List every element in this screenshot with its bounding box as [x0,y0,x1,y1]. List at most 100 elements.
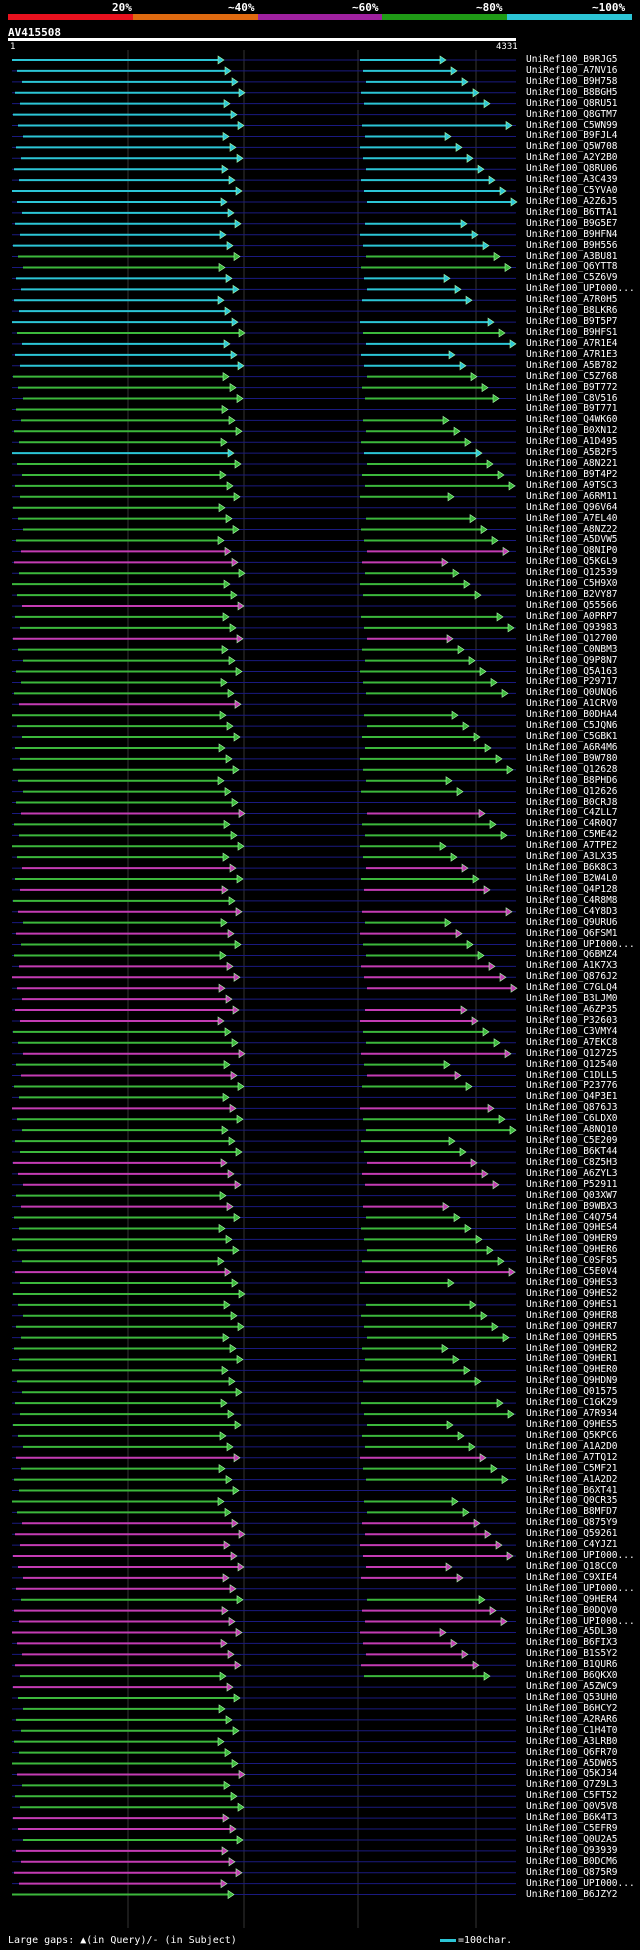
hit-label[interactable]: UniRef100_A3BU81 [526,250,618,262]
hit-label[interactable]: UniRef100_A8NZ22 [526,523,618,535]
hit-label[interactable]: UniRef100_A7NV16 [526,64,618,76]
hit-label[interactable]: UniRef100_Q5KJ34 [526,1768,618,1780]
hit-label[interactable]: UniRef100_Q4P128 [526,883,618,895]
hit-label[interactable]: UniRef100_C8V516 [526,392,618,404]
hit-label[interactable]: UniRef100_Q0U2A5 [526,1833,618,1845]
hit-label[interactable]: UniRef100_B9T5P7 [526,316,618,328]
hit-label[interactable]: UniRef100_A7EL40 [526,512,618,524]
hit-label[interactable]: UniRef100_C4ZLL7 [526,807,618,819]
hit-label[interactable]: UniRef100_A1A2D2 [526,1473,618,1485]
hit-label[interactable]: UniRef100_C4Q754 [526,1211,618,1223]
hit-label[interactable]: UniRef100_Q876J2 [526,971,618,983]
hit-label[interactable]: UniRef100_UPI000... [526,938,635,950]
hit-label[interactable]: UniRef100_C4YJZ1 [526,1539,618,1551]
hit-label[interactable]: UniRef100_Q9HER7 [526,1320,618,1332]
hit-label[interactable]: UniRef100_Q12539 [526,567,618,579]
hit-label[interactable]: UniRef100_Q0CR35 [526,1495,618,1507]
hit-label[interactable]: UniRef100_A1A2D0 [526,1440,618,1452]
hit-label[interactable]: UniRef100_C5WN99 [526,119,618,131]
hit-label[interactable]: UniRef100_B9T4P2 [526,468,618,480]
hit-label[interactable]: UniRef100_Q9HES5 [526,1419,618,1430]
hit-label[interactable]: UniRef100_Q9P8N7 [526,654,618,666]
hit-label[interactable]: UniRef100_C5FT52 [526,1790,618,1802]
hit-label[interactable]: UniRef100_Q9HER4 [526,1593,618,1605]
hit-label[interactable]: UniRef100_Q0V5V8 [526,1801,618,1813]
hit-label[interactable]: UniRef100_A6R4M6 [526,741,618,753]
hit-label[interactable]: UniRef100_B9WBX3 [526,1200,618,1212]
hit-label[interactable]: UniRef100_C1DLL5 [526,1069,618,1081]
hit-label[interactable]: UniRef100_C6LDX0 [526,1113,618,1125]
hit-label[interactable]: UniRef100_Q9HDN9 [526,1375,618,1387]
hit-label[interactable]: UniRef100_A7R0H5 [526,294,618,306]
hit-label[interactable]: UniRef100_Q6YTT8 [526,261,618,273]
hit-label[interactable]: UniRef100_B2VY87 [526,589,618,601]
hit-label[interactable]: UniRef100_B9G5E7 [526,217,618,229]
hit-label[interactable]: UniRef100_C8Z5H3 [526,1156,618,1168]
hit-label[interactable]: UniRef100_C9XIE4 [526,1571,618,1583]
hit-label[interactable]: UniRef100_A2RAR6 [526,1713,618,1725]
hit-label[interactable]: UniRef100_A5B782 [526,359,618,371]
hit-label[interactable]: UniRef100_C5H9X0 [526,578,618,590]
hit-label[interactable]: UniRef100_B0DQV0 [526,1604,618,1616]
hit-label[interactable]: UniRef100_Q9URU6 [526,916,618,928]
hit-label[interactable]: UniRef100_C4R8M8 [526,894,618,906]
hit-label[interactable]: UniRef100_A5DL30 [526,1626,618,1638]
hit-label[interactable]: UniRef100_B6K8C3 [526,862,618,874]
hit-label[interactable]: UniRef100_Q9HES4 [526,1222,618,1234]
hit-label[interactable]: UniRef100_Q6BMZ4 [526,949,618,961]
hit-label[interactable]: UniRef100_B9W780 [526,752,618,764]
hit-label[interactable]: UniRef100_Q875R9 [526,1866,618,1878]
hit-label[interactable]: UniRef100_A6RM11 [526,490,618,502]
hit-label[interactable]: UniRef100_P29717 [526,676,618,688]
hit-label[interactable]: UniRef100_Q53UH0 [526,1692,618,1703]
hit-label[interactable]: UniRef100_C4R0Q7 [526,818,618,830]
hit-label[interactable]: UniRef100_B0XN12 [526,425,618,437]
hit-label[interactable]: UniRef100_Q59261 [526,1528,618,1540]
hit-label[interactable]: UniRef100_B0DCM6 [526,1855,618,1867]
hit-label[interactable]: UniRef100_B9T771 [526,403,618,415]
hit-label[interactable]: UniRef100_C3VMY4 [526,1025,618,1037]
hit-label[interactable]: UniRef100_UPI000... [526,283,635,295]
hit-label[interactable]: UniRef100_B0DHA4 [526,709,618,721]
hit-label[interactable]: UniRef100_C5YVA0 [526,185,618,197]
hit-label[interactable]: UniRef100_C5ME42 [526,829,618,841]
hit-label[interactable]: UniRef100_B3LJM0 [526,993,618,1005]
hit-label[interactable]: UniRef100_Q12626 [526,785,618,797]
hit-label[interactable]: UniRef100_B9RJG5 [526,54,618,65]
hit-label[interactable]: UniRef100_Q875Y9 [526,1517,618,1529]
hit-label[interactable]: UniRef100_C5EFR9 [526,1823,618,1835]
hit-label[interactable]: UniRef100_B6KT44 [526,1146,618,1157]
hit-label[interactable]: UniRef100_Q5KPC6 [526,1429,618,1441]
hit-label[interactable]: UniRef100_C5E0V4 [526,1266,618,1278]
hit-label[interactable]: UniRef100_A7R934 [526,1408,618,1420]
hit-label[interactable]: UniRef100_A2Z6J5 [526,195,618,207]
hit-label[interactable]: UniRef100_C5E209 [526,1135,618,1147]
hit-label[interactable]: UniRef100_A8N221 [526,458,618,470]
hit-label[interactable]: UniRef100_Q9HER1 [526,1353,618,1365]
hit-label[interactable]: UniRef100_A7TPE2 [526,840,618,852]
hit-label[interactable]: UniRef100_B1S5Y2 [526,1648,618,1660]
hit-label[interactable]: UniRef100_Q9HER8 [526,1309,618,1321]
hit-label[interactable]: UniRef100_A6ZYL3 [526,1167,618,1179]
hit-label[interactable]: UniRef100_C4Y8D3 [526,905,618,917]
hit-label[interactable]: UniRef100_C5MF21 [526,1462,618,1474]
hit-label[interactable]: UniRef100_A7TQ12 [526,1451,618,1463]
hit-label[interactable]: UniRef100_B9HFN4 [526,228,618,240]
hit-label[interactable]: UniRef100_UPI000... [526,1550,635,1562]
hit-label[interactable]: UniRef100_Q12540 [526,1058,618,1070]
hit-label[interactable]: UniRef100_UPI000... [526,1582,635,1594]
hit-label[interactable]: UniRef100_P32603 [526,1014,618,1026]
hit-label[interactable]: UniRef100_Q8RU51 [526,97,618,109]
hit-label[interactable]: UniRef100_Q55566 [526,600,618,611]
hit-label[interactable]: UniRef100_Q12700 [526,632,618,644]
hit-label[interactable]: UniRef100_C5GBK1 [526,731,618,743]
hit-label[interactable]: UniRef100_A3C439 [526,174,618,186]
hit-label[interactable]: UniRef100_B1QUR6 [526,1659,618,1671]
hit-label[interactable]: UniRef100_A8NQ10 [526,1124,618,1136]
hit-label[interactable]: UniRef100_UPI000... [526,1877,635,1889]
hit-label[interactable]: UniRef100_A5DW65 [526,1757,618,1769]
hit-label[interactable]: UniRef100_Q0UNQ6 [526,687,618,699]
hit-label[interactable]: UniRef100_Q6FSM1 [526,927,618,939]
hit-label[interactable]: UniRef100_C7GLQ4 [526,982,618,994]
hit-label[interactable]: UniRef100_B6K4T3 [526,1812,618,1824]
